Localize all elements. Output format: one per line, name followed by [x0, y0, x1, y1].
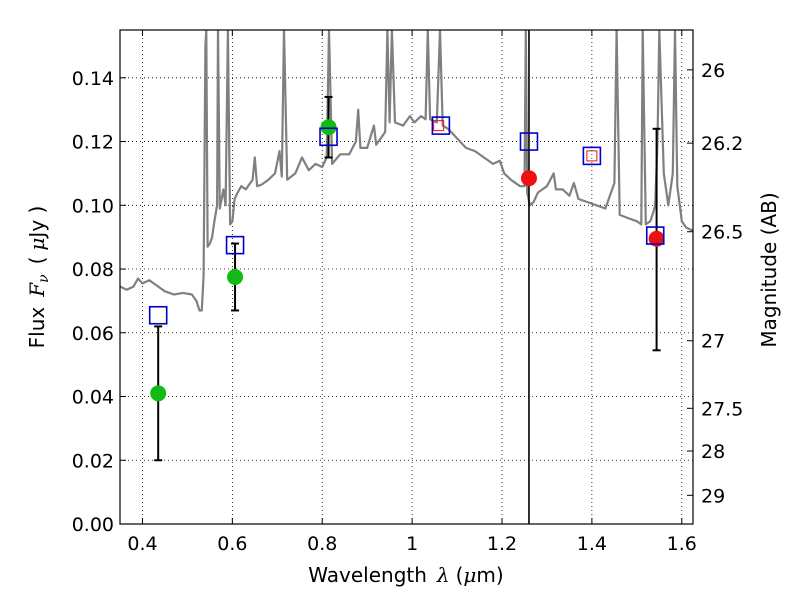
x-axis-lambda-symbol: λ — [436, 563, 450, 587]
x-axis-unit-open: ( — [456, 563, 464, 587]
model-point — [319, 127, 338, 147]
x-tick-label: 1.4 — [577, 533, 607, 555]
model-point — [582, 146, 602, 166]
observed-point — [320, 119, 337, 136]
y-tick-label: 0.14 — [72, 68, 114, 90]
data-marks — [148, 95, 665, 462]
x-tick-label: 0.6 — [217, 533, 247, 555]
y-tick-label: 0.10 — [72, 195, 114, 217]
upper-limit-point — [520, 170, 537, 187]
x-tick-label: 1 — [406, 533, 418, 555]
model-point — [519, 132, 539, 151]
spectrum-line — [120, 30, 693, 312]
y-tick-label: 0.02 — [72, 450, 114, 472]
x-tick-label: 0.4 — [127, 533, 157, 555]
y-axis-nu-subscript: ν — [36, 274, 52, 283]
y2-tick-label: 27.5 — [701, 398, 743, 420]
y-tick-label: 0.08 — [72, 259, 114, 281]
x-axis-unit-mu: μ — [463, 563, 476, 587]
upper-limit-point — [648, 230, 665, 247]
y-tick-label: 0.04 — [72, 387, 114, 409]
x-tick-label: 1.6 — [667, 533, 697, 555]
template-spectrum — [120, 30, 693, 312]
y-axis-label-prefix: Flux — [25, 307, 49, 349]
observed-point — [227, 269, 244, 285]
plot-area — [120, 30, 693, 524]
y-tick-label: 0.06 — [72, 323, 114, 345]
y2-tick-label: 29 — [701, 485, 725, 507]
model-point — [431, 116, 451, 135]
x-axis-title: Wavelength λ (μm) — [308, 563, 503, 587]
y2-tick-label: 28 — [701, 441, 725, 463]
model-point — [148, 305, 168, 325]
y-axis-unit-open: ( — [25, 257, 49, 265]
upper-limit-point — [433, 120, 445, 132]
axis-ticks: 0.4 0.6 0.8 1 1.2 1.4 1.6 0.00 0.02 0.04 0.06 0.08 0… — [72, 30, 743, 555]
plot-frame — [119, 29, 694, 525]
y2-tick-label: 26.2 — [701, 133, 743, 155]
x-axis-label-prefix: Wavelength — [308, 563, 427, 587]
y2-tick-label: 26 — [701, 60, 725, 82]
y-tick-label: 0.00 — [72, 514, 114, 536]
y-axis-title: Flux Fν ( μJy ) — [25, 206, 52, 349]
observed-point — [150, 385, 167, 402]
y2-tick-label: 26.5 — [701, 222, 743, 244]
y-axis-flux-symbol: F — [25, 282, 49, 298]
x-tick-label: 1.2 — [487, 533, 517, 555]
y2-tick-label: 27 — [701, 331, 725, 353]
y-axis-unit-mu: μ — [25, 238, 49, 251]
model-point — [225, 235, 245, 255]
y-tick-label: 0.12 — [72, 132, 114, 154]
x-axis-unit-rest: m) — [476, 563, 503, 587]
upper-limit-point — [586, 150, 598, 162]
y-axis-unit-rest: Jy ) — [25, 206, 49, 240]
y2-axis-title: Magnitude (AB) — [757, 192, 781, 347]
x-tick-label: 0.8 — [307, 533, 337, 555]
model-point — [645, 226, 665, 245]
